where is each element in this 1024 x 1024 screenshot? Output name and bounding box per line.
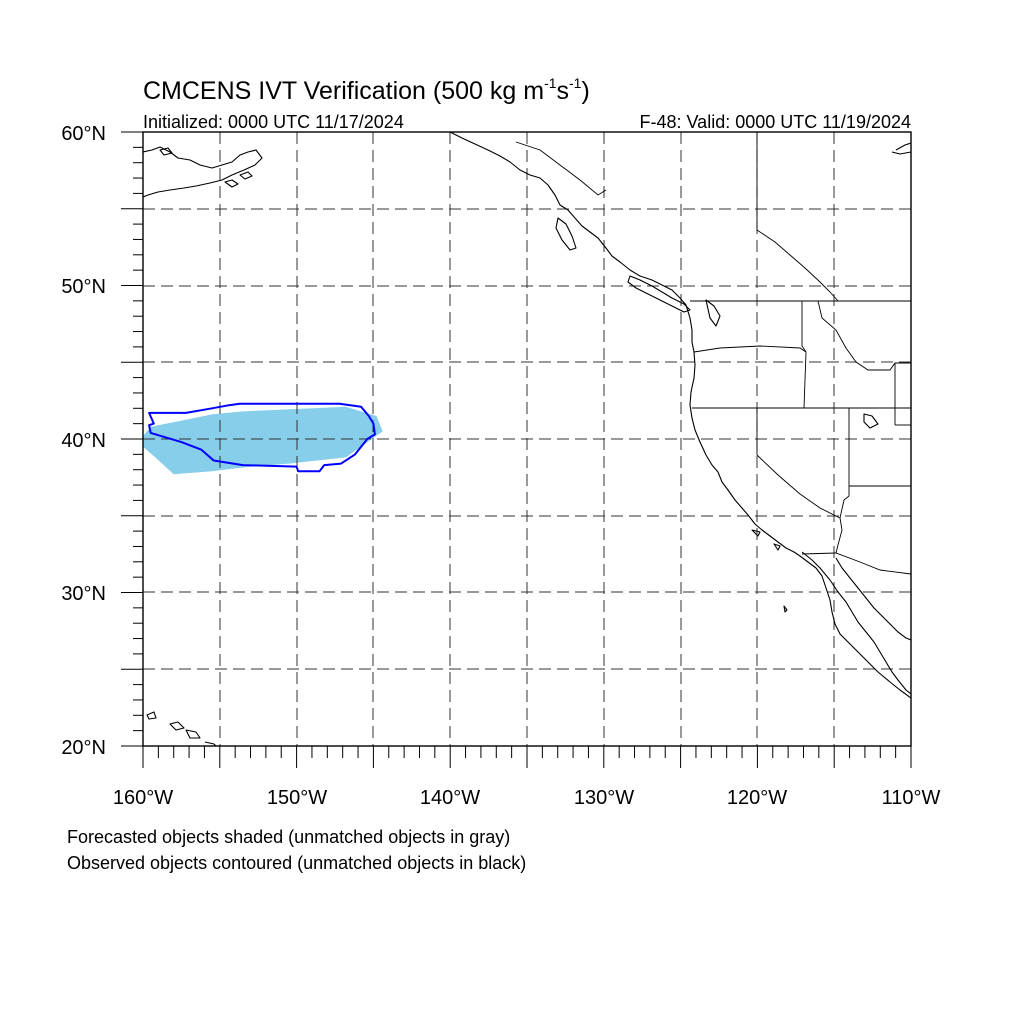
lon-label-150w: 150°W	[267, 787, 327, 809]
forecast-object-shading	[143, 406, 383, 475]
gridlines	[143, 132, 911, 746]
lat-label-20n: 20°N	[61, 737, 106, 759]
lat-label-50n: 50°N	[61, 276, 106, 298]
footnote-observed: Observed objects contoured (unmatched ob…	[67, 853, 526, 873]
coastlines	[143, 132, 911, 746]
footnote-forecast: Forecasted objects shaded (unmatched obj…	[67, 827, 510, 847]
axis-ticks	[121, 131, 912, 768]
lat-label-60n: 60°N	[61, 123, 106, 145]
lon-label-110w: 110°W	[882, 787, 941, 809]
observed-object-contour	[148, 402, 376, 473]
lon-label-160w: 160°W	[113, 787, 173, 809]
init-time-label: Initialized: 0000 UTC 11/17/2024	[143, 112, 404, 132]
political-borders	[515, 132, 911, 575]
lat-label-40n: 40°N	[61, 430, 106, 452]
figure-title: CMCENS IVT Verification (500 kg m-1s-1)	[143, 75, 590, 105]
valid-time-label: F-48: Valid: 0000 UTC 11/19/2024	[640, 112, 912, 132]
lat-label-30n: 30°N	[61, 583, 106, 605]
lon-label-130w: 130°W	[574, 787, 634, 809]
lon-label-120w: 120°W	[727, 787, 787, 809]
lon-label-140w: 140°W	[420, 787, 480, 809]
